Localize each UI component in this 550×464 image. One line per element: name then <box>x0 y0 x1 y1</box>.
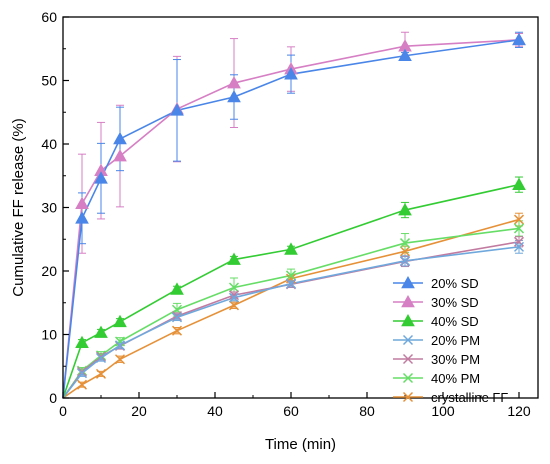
data-point <box>512 177 526 190</box>
data-point <box>95 352 107 364</box>
data-point <box>170 282 184 295</box>
data-point <box>75 196 89 209</box>
data-point <box>284 67 298 80</box>
data-point <box>228 292 240 303</box>
y-tick-label: 0 <box>49 390 57 406</box>
x-tick-label: 0 <box>59 403 67 419</box>
legend-label: crystalline FF <box>431 390 508 405</box>
data-point <box>228 300 240 311</box>
data-point <box>398 48 412 62</box>
data-point <box>75 211 89 224</box>
legend-label: 20% SD <box>431 276 479 291</box>
data-point <box>171 312 183 323</box>
y-tick-label: 60 <box>41 9 57 25</box>
data-point <box>399 255 411 266</box>
data-point <box>285 270 297 281</box>
data-point <box>227 76 241 89</box>
y-tick-label: 10 <box>41 327 57 343</box>
data-point <box>114 354 126 365</box>
data-point <box>399 238 411 249</box>
y-tick-label: 20 <box>41 263 57 279</box>
data-point <box>113 131 127 145</box>
data-point <box>76 379 88 390</box>
data-point <box>114 340 126 351</box>
data-point <box>227 89 241 103</box>
data-point <box>75 335 89 349</box>
y-tick-label: 40 <box>41 136 57 152</box>
data-point <box>94 171 108 184</box>
data-point <box>513 241 525 252</box>
data-point <box>76 366 88 377</box>
data-point <box>94 325 108 338</box>
y-axis-title: Cumulative FF release (%) <box>10 118 27 296</box>
data-point <box>76 365 88 376</box>
series-markers <box>75 32 526 390</box>
data-point <box>95 350 107 361</box>
legend-marker <box>402 353 414 365</box>
y-tick-label: 50 <box>41 73 57 89</box>
data-point <box>114 336 126 347</box>
x-tick-label: 60 <box>283 403 299 419</box>
x-tick-label: 20 <box>131 403 147 419</box>
x-tick-label: 120 <box>507 403 531 419</box>
data-point <box>113 314 127 328</box>
data-point <box>284 242 298 255</box>
legend-marker <box>401 275 415 289</box>
legend-label: 20% PM <box>431 333 480 348</box>
legend-label: 40% PM <box>431 371 480 386</box>
data-point <box>228 282 240 293</box>
y-tick-label: 30 <box>41 200 57 216</box>
legend-marker <box>402 334 414 346</box>
data-point <box>513 223 525 234</box>
data-point <box>171 325 183 336</box>
data-point <box>513 214 525 225</box>
data-point <box>398 203 412 216</box>
x-tick-label: 40 <box>207 403 223 419</box>
legend: 20% SD 30% SD 40% SD 20% PM 30% PM 40% PM crys… <box>393 275 508 405</box>
x-axis-title: Time (min) <box>265 436 336 453</box>
x-tick-label: 80 <box>359 403 375 419</box>
x-axis: 0 20 40 60 80 100 120 <box>59 392 531 419</box>
data-point <box>285 278 297 289</box>
legend-marker <box>402 372 414 384</box>
data-point <box>227 252 241 265</box>
legend-marker <box>402 391 414 403</box>
x-tick-label: 100 <box>431 403 455 419</box>
data-point <box>113 149 127 162</box>
data-point <box>95 351 107 362</box>
legend-label: 30% SD <box>431 295 479 310</box>
data-point <box>399 246 411 257</box>
legend-label: 40% SD <box>431 314 479 329</box>
legend-label: 30% PM <box>431 352 480 367</box>
data-point <box>512 32 526 46</box>
data-point <box>76 368 88 379</box>
data-point <box>170 103 184 116</box>
data-point <box>228 290 240 301</box>
data-point <box>95 368 107 379</box>
y-axis: 0 10 20 30 40 50 60 <box>41 9 69 406</box>
legend-marker <box>401 313 415 327</box>
legend-marker <box>401 294 415 308</box>
data-point <box>171 311 183 322</box>
